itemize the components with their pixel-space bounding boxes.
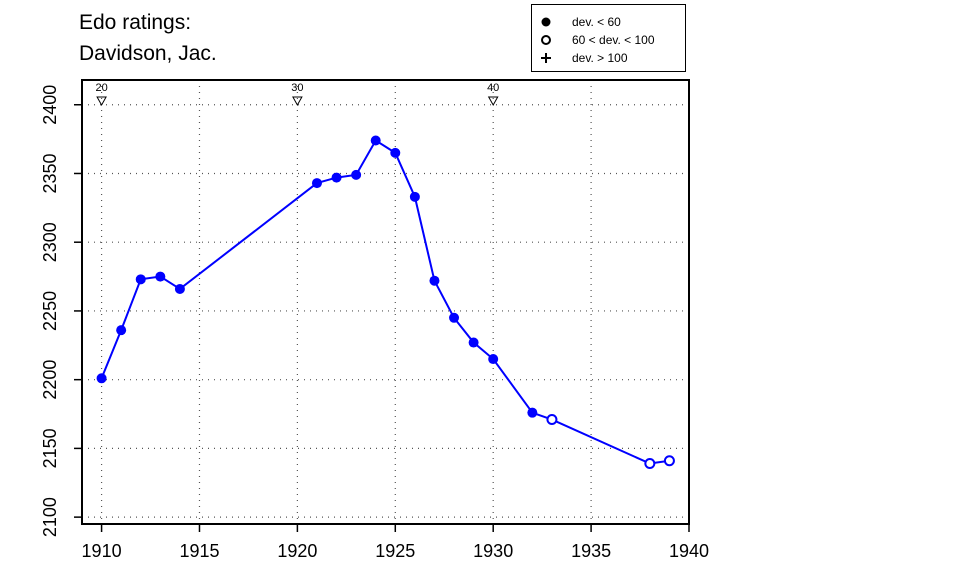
legend-label: 60 < dev. < 100: [572, 33, 655, 47]
age-marker-label: 30: [291, 82, 303, 94]
data-point: [527, 407, 538, 418]
data-point: [644, 458, 656, 470]
y-tick-label: 2350: [40, 153, 60, 193]
chart-title-line1: Edo ratings:: [79, 11, 192, 34]
data-point: [370, 135, 381, 146]
x-tick-label: 1910: [82, 541, 122, 561]
data-point: [174, 283, 185, 294]
legend: dev. < 60 60 < dev. < 100 dev. > 100: [531, 4, 686, 72]
age-marker-triangle: [487, 96, 499, 107]
y-tick-label: 2300: [40, 222, 60, 262]
series-line: [100, 139, 670, 465]
y-tick-label: 2100: [40, 497, 60, 537]
data-point: [546, 414, 558, 426]
y-tick-label: 2250: [40, 291, 60, 331]
open-circle-icon: [541, 35, 551, 45]
y-tick-label: 2150: [40, 428, 60, 468]
legend-item-low-dev: dev. < 60: [532, 14, 685, 30]
data-point: [468, 337, 479, 348]
filled-circle-icon: [541, 17, 551, 27]
data-point: [663, 455, 675, 467]
y-tick-label: 2200: [40, 360, 60, 400]
age-marker-label: 20: [95, 82, 107, 94]
data-point: [351, 169, 362, 180]
chart-title-line2: Davidson, Jac.: [79, 42, 217, 65]
x-tick-label: 1915: [179, 541, 219, 561]
data-point: [390, 147, 401, 158]
data-point: [96, 373, 107, 384]
data-point: [116, 325, 127, 336]
age-marker-triangle: [96, 96, 107, 107]
legend-label: dev. < 60: [572, 15, 621, 29]
x-tick-label: 1930: [473, 541, 513, 561]
x-tick-label: 1940: [669, 541, 709, 561]
plot-frame: [81, 79, 690, 525]
legend-label: dev. > 100: [572, 51, 628, 65]
age-marker-triangle: [292, 96, 303, 107]
data-point: [135, 274, 146, 285]
plus-icon: [541, 53, 551, 63]
x-tick-label: 1925: [375, 541, 415, 561]
x-tick-label: 1935: [571, 541, 611, 561]
data-point: [449, 312, 460, 323]
age-marker-label: 40: [487, 82, 499, 94]
data-point: [488, 354, 499, 365]
x-tick-label: 1920: [277, 541, 317, 561]
data-point: [409, 191, 420, 202]
data-point: [311, 178, 322, 189]
y-tick-label: 2400: [40, 85, 60, 125]
legend-item-high-dev: dev. > 100: [532, 50, 685, 66]
data-point: [331, 172, 342, 183]
data-point: [155, 271, 166, 282]
legend-item-medium-dev: 60 < dev. < 100: [532, 32, 685, 48]
data-point: [429, 275, 440, 286]
